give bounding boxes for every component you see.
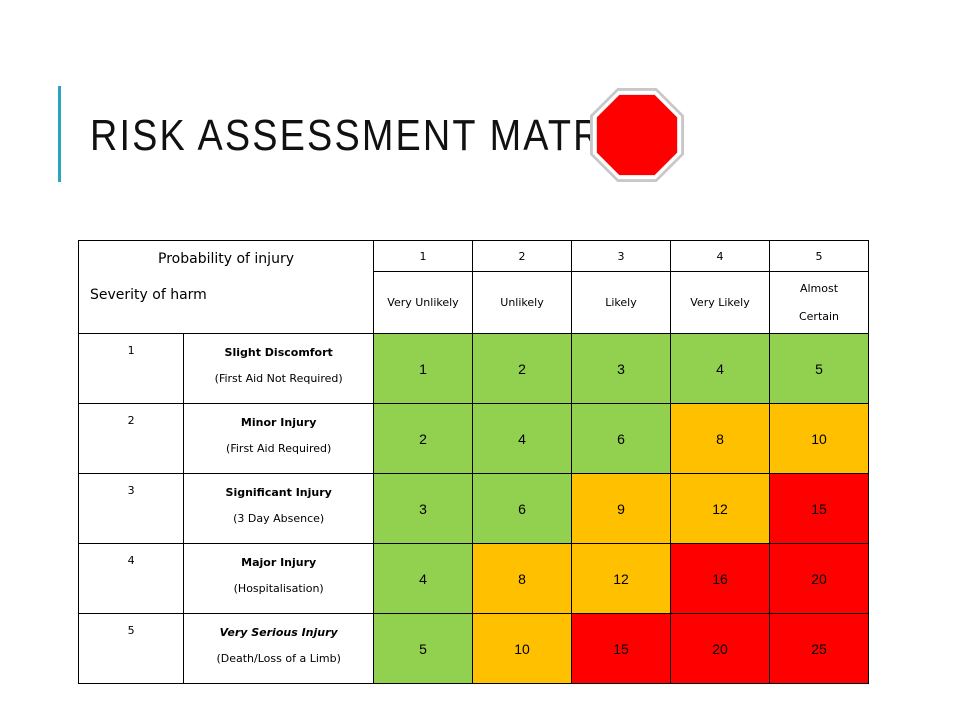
- severity-subtitle: (First Aid Required): [226, 442, 332, 455]
- risk-score-cell: 6: [571, 403, 671, 474]
- probability-number: 4: [670, 240, 770, 272]
- risk-score-cell: 3: [373, 473, 473, 544]
- severity-row: 1 Slight Discomfort (First Aid Not Require…: [77, 333, 869, 404]
- probability-number: 1: [373, 240, 473, 272]
- probability-label: Very Likely: [670, 271, 770, 334]
- severity-number: 3: [77, 473, 185, 544]
- severity-subtitle: (Death/Loss of a Limb): [216, 652, 341, 665]
- risk-score-cell: 15: [769, 473, 869, 544]
- risk-score-cell: 10: [472, 613, 572, 684]
- risk-score-cell: 10: [769, 403, 869, 474]
- stop-sign-icon: [589, 87, 685, 183]
- severity-description: Very Serious Injury (Death/Loss of a Limb…: [183, 613, 374, 684]
- risk-score-cell: 4: [373, 543, 473, 614]
- severity-description: Major Injury (Hospitalisation): [183, 543, 374, 614]
- severity-title: Slight Discomfort: [224, 346, 333, 359]
- probability-number: 5: [769, 240, 869, 272]
- risk-matrix-table: Probability of injury Severity of harm 1…: [77, 240, 869, 684]
- severity-row: 5 Very Serious Injury (Death/Loss of a Lim…: [77, 613, 869, 684]
- risk-score-cell: 2: [472, 333, 572, 404]
- risk-score-cell: 12: [670, 473, 770, 544]
- risk-score-cell: 9: [571, 473, 671, 544]
- risk-score-cell: 3: [571, 333, 671, 404]
- risk-score-cell: 25: [769, 613, 869, 684]
- severity-subtitle: (3 Day Absence): [233, 512, 325, 525]
- severity-number: 1: [77, 333, 185, 404]
- severity-row: 2 Minor Injury (First Aid Required) 2 4 6 8 10: [77, 403, 869, 474]
- risk-score-cell: 15: [571, 613, 671, 684]
- severity-number: 2: [77, 403, 185, 474]
- severity-title: Significant Injury: [225, 486, 332, 499]
- probability-label: Almost Certain: [769, 271, 869, 334]
- severity-description: Minor Injury (First Aid Required): [183, 403, 374, 474]
- risk-score-cell: 5: [769, 333, 869, 404]
- risk-score-cell: 12: [571, 543, 671, 614]
- severity-row: 3 Significant Injury (3 Day Absence) 3 6 9 12 1…: [77, 473, 869, 544]
- probability-number-row: Probability of injury Severity of harm 1…: [78, 240, 869, 334]
- probability-label: Unlikely: [472, 271, 572, 334]
- severity-subtitle: (First Aid Not Required): [214, 372, 343, 385]
- title-accent-bar: [58, 86, 61, 182]
- severity-number: 5: [77, 613, 185, 684]
- severity-row: 4 Major Injury (Hospitalisation) 4 8 12 16 20: [77, 543, 869, 614]
- matrix-corner-header: Probability of injury Severity of harm: [78, 240, 374, 334]
- severity-title: Very Serious Injury: [219, 626, 338, 639]
- severity-title: Major Injury: [241, 556, 317, 569]
- risk-score-cell: 4: [670, 333, 770, 404]
- probability-number: 3: [571, 240, 671, 272]
- risk-score-cell: 2: [373, 403, 473, 474]
- risk-score-cell: 20: [670, 613, 770, 684]
- risk-score-cell: 4: [472, 403, 572, 474]
- probability-label: Very Unlikely: [373, 271, 473, 334]
- probability-label: Likely: [571, 271, 671, 334]
- risk-score-cell: 20: [769, 543, 869, 614]
- risk-score-cell: 5: [373, 613, 473, 684]
- risk-score-cell: 8: [472, 543, 572, 614]
- risk-score-cell: 6: [472, 473, 572, 544]
- probability-header: Probability of injury: [158, 251, 294, 267]
- risk-score-cell: 1: [373, 333, 473, 404]
- severity-description: Slight Discomfort (First Aid Not Required…: [183, 333, 374, 404]
- severity-description: Significant Injury (3 Day Absence): [183, 473, 374, 544]
- severity-number: 4: [77, 543, 185, 614]
- slide-title: RISK ASSESSMENT MATRIX: [90, 111, 643, 160]
- severity-subtitle: (Hospitalisation): [233, 582, 324, 595]
- probability-label-row: Very Unlikely Unlikely Likely Very Likel…: [79, 271, 869, 334]
- risk-score-cell: 16: [670, 543, 770, 614]
- probability-number: 2: [472, 240, 572, 272]
- severity-title: Minor Injury: [240, 416, 317, 429]
- severity-header: Severity of harm: [90, 287, 207, 303]
- risk-score-cell: 8: [670, 403, 770, 474]
